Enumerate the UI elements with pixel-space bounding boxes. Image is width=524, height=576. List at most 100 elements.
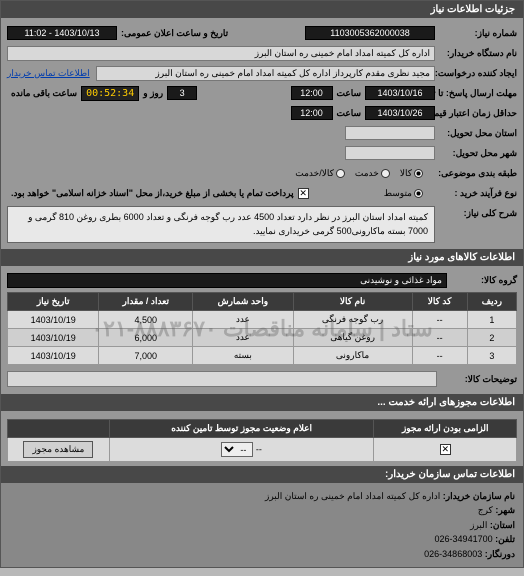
- group-label: گروه کالا:: [457, 275, 517, 286]
- goods-col-1: کد کالا: [412, 293, 467, 311]
- creator-label: ایجاد کننده درخواست:: [439, 68, 517, 79]
- goods-col-5: تاریخ نیاز: [8, 293, 99, 311]
- permits-table: الزامی بودن ارائه مجوز اعلام وضعیت مجوز …: [7, 419, 517, 462]
- need-number-label: شماره نیاز:: [439, 28, 517, 39]
- process-radio-0[interactable]: متوسط: [384, 188, 423, 199]
- radio-dot-icon: [414, 169, 423, 178]
- permit-status-select[interactable]: --: [221, 442, 253, 457]
- commodity-radio-group: کالا خدمت کالا/خدمت: [295, 168, 423, 179]
- buyer-contact-link[interactable]: اطلاعات تماس خریدار: [7, 68, 90, 79]
- payment-checkbox[interactable]: ✕: [298, 188, 309, 199]
- commodity-radio-2-label: کالا/خدمت: [295, 168, 334, 179]
- contact-header: اطلاعات تماس سازمان خریدار:: [1, 466, 523, 483]
- process-type-label: نوع فرآیند خرید :: [427, 188, 517, 199]
- goods-cell-2-1: --: [412, 347, 467, 365]
- fax-value: 34868003-026: [424, 549, 482, 559]
- permit-status-text: --: [256, 445, 262, 455]
- province-label: استان:: [490, 520, 515, 530]
- goods-cell-0-1: --: [412, 311, 467, 329]
- goods-cell-2-0: 3: [467, 347, 516, 365]
- goods-header: اطلاعات کالاهای مورد نیاز: [1, 249, 523, 266]
- buyer-label: نام دستگاه خریدار:: [439, 48, 517, 59]
- price-deadline-time: 12:00: [291, 106, 333, 120]
- org-value: اداره کل کمیته امداد امام خمینی ره استان…: [265, 491, 440, 501]
- commodity-radio-1-label: خدمت: [355, 168, 379, 179]
- goods-cell-2-4: 7,000: [99, 347, 193, 365]
- fax-label: دورنگار:: [485, 549, 515, 559]
- remaining-days: 3: [167, 86, 197, 100]
- need-description: کمیته امداد استان البرز در نظر دارد تعدا…: [7, 206, 435, 243]
- goods-table: ردیفکد کالانام کالاواحد شمارشتعداد / مقد…: [7, 292, 517, 365]
- table-row: 2--روغن گیاهیعدد6,0001403/10/19: [8, 329, 517, 347]
- goods-cell-1-0: 2: [467, 329, 516, 347]
- phone-label: تلفن:: [495, 534, 515, 544]
- announce-date: 1403/10/13 - 11:02: [7, 26, 117, 40]
- send-deadline-time: 12:00: [291, 86, 333, 100]
- remaining-lbl-1: روز و: [143, 88, 163, 99]
- deliver-city-label: شهر محل تحویل:: [439, 148, 517, 159]
- buyer-name: اداره کل کمیته امداد امام خمینی ره استان…: [7, 46, 435, 61]
- permits-header: اطلاعات مجوزهای ارائه خدمت ...: [1, 394, 523, 411]
- goods-col-0: ردیف: [467, 293, 516, 311]
- goods-cell-1-5: 1403/10/19: [8, 329, 99, 347]
- goods-cell-0-2: رب گوجه فرنگی: [293, 311, 412, 329]
- payment-note: پرداخت تمام یا بخشی از مبلغ خرید،از محل …: [11, 188, 294, 199]
- details-header: جزئیات اطلاعات نیاز: [1, 1, 523, 18]
- remaining-lbl-2: ساعت باقی مانده: [11, 88, 77, 99]
- goods-cell-2-2: ماکارونی: [293, 347, 412, 365]
- permit-col-0: الزامی بودن ارائه مجوز: [374, 420, 517, 438]
- permit-required-checkbox[interactable]: ✕: [440, 444, 451, 455]
- price-deadline-label: حداقل زمان اعتبار قیمت: تا تاریخ:: [439, 108, 517, 119]
- send-deadline-date: 1403/10/16: [365, 86, 435, 100]
- permit-col-1: اعلام وضعیت مجوز توسط تامین کننده: [109, 420, 374, 438]
- notes-label: توضیحات کالا:: [447, 374, 517, 385]
- remaining-timer: 00:52:34: [81, 86, 139, 101]
- commodity-radio-2[interactable]: کالا/خدمت: [295, 168, 345, 179]
- send-deadline-label: مهلت ارسال پاسخ: تا تاریخ:: [439, 88, 517, 99]
- goods-cell-2-3: بسته: [193, 347, 293, 365]
- need-number: 1103005362000038: [305, 26, 435, 40]
- process-radio-group: متوسط: [384, 188, 423, 199]
- permit-row: ✕ -- -- مشاهده مجوز: [8, 438, 517, 462]
- notes-box: [7, 371, 437, 387]
- deliver-province: [345, 126, 435, 140]
- goods-cell-0-5: 1403/10/19: [8, 311, 99, 329]
- goods-col-4: تعداد / مقدار: [99, 293, 193, 311]
- table-row: 1--رب گوجه فرنگیعدد4,5001403/10/19: [8, 311, 517, 329]
- goods-cell-0-4: 4,500: [99, 311, 193, 329]
- radio-dot-icon: [381, 169, 390, 178]
- table-row: 3--ماکارونیبسته7,0001403/10/19: [8, 347, 517, 365]
- phone-value: 34941700-026: [435, 534, 493, 544]
- desc-label: شرح کلی نیاز:: [439, 204, 517, 219]
- org-label: نام سازمان خریدار:: [443, 491, 515, 501]
- radio-dot-icon: [336, 169, 345, 178]
- goods-cell-0-3: عدد: [193, 311, 293, 329]
- city-label: شهر:: [495, 505, 515, 515]
- contact-block: نام سازمان خریدار: اداره کل کمیته امداد …: [1, 483, 523, 567]
- goods-col-3: واحد شمارش: [193, 293, 293, 311]
- deliver-city: [345, 146, 435, 160]
- city-value: کرج: [478, 505, 493, 515]
- announce-label: تاریخ و ساعت اعلان عمومی:: [121, 28, 228, 39]
- province-value: البرز: [470, 520, 487, 530]
- commodity-radio-1[interactable]: خدمت: [355, 168, 390, 179]
- goods-cell-0-0: 1: [467, 311, 516, 329]
- hour-label-1: ساعت: [337, 88, 362, 99]
- process-radio-0-label: متوسط: [384, 188, 412, 199]
- goods-cell-1-1: --: [412, 329, 467, 347]
- commodity-type-label: طبقه بندی موضوعی:: [427, 168, 517, 179]
- goods-cell-1-4: 6,000: [99, 329, 193, 347]
- commodity-radio-0[interactable]: کالا: [400, 168, 423, 179]
- creator-name: مجید نظری مقدم کارپرداز اداره کل کمیته ا…: [96, 66, 435, 81]
- price-deadline-date: 1403/10/26: [365, 106, 435, 120]
- goods-col-2: نام کالا: [293, 293, 412, 311]
- deliver-province-label: استان محل تحویل:: [439, 128, 517, 139]
- goods-cell-1-3: عدد: [193, 329, 293, 347]
- view-permit-button[interactable]: مشاهده مجوز: [23, 441, 93, 458]
- group-value: مواد غذائی و نوشیدنی: [7, 273, 447, 288]
- permit-col-2: [8, 420, 110, 438]
- radio-dot-icon: [414, 189, 423, 198]
- goods-cell-2-5: 1403/10/19: [8, 347, 99, 365]
- hour-label-2: ساعت: [337, 108, 362, 119]
- commodity-radio-0-label: کالا: [400, 168, 412, 179]
